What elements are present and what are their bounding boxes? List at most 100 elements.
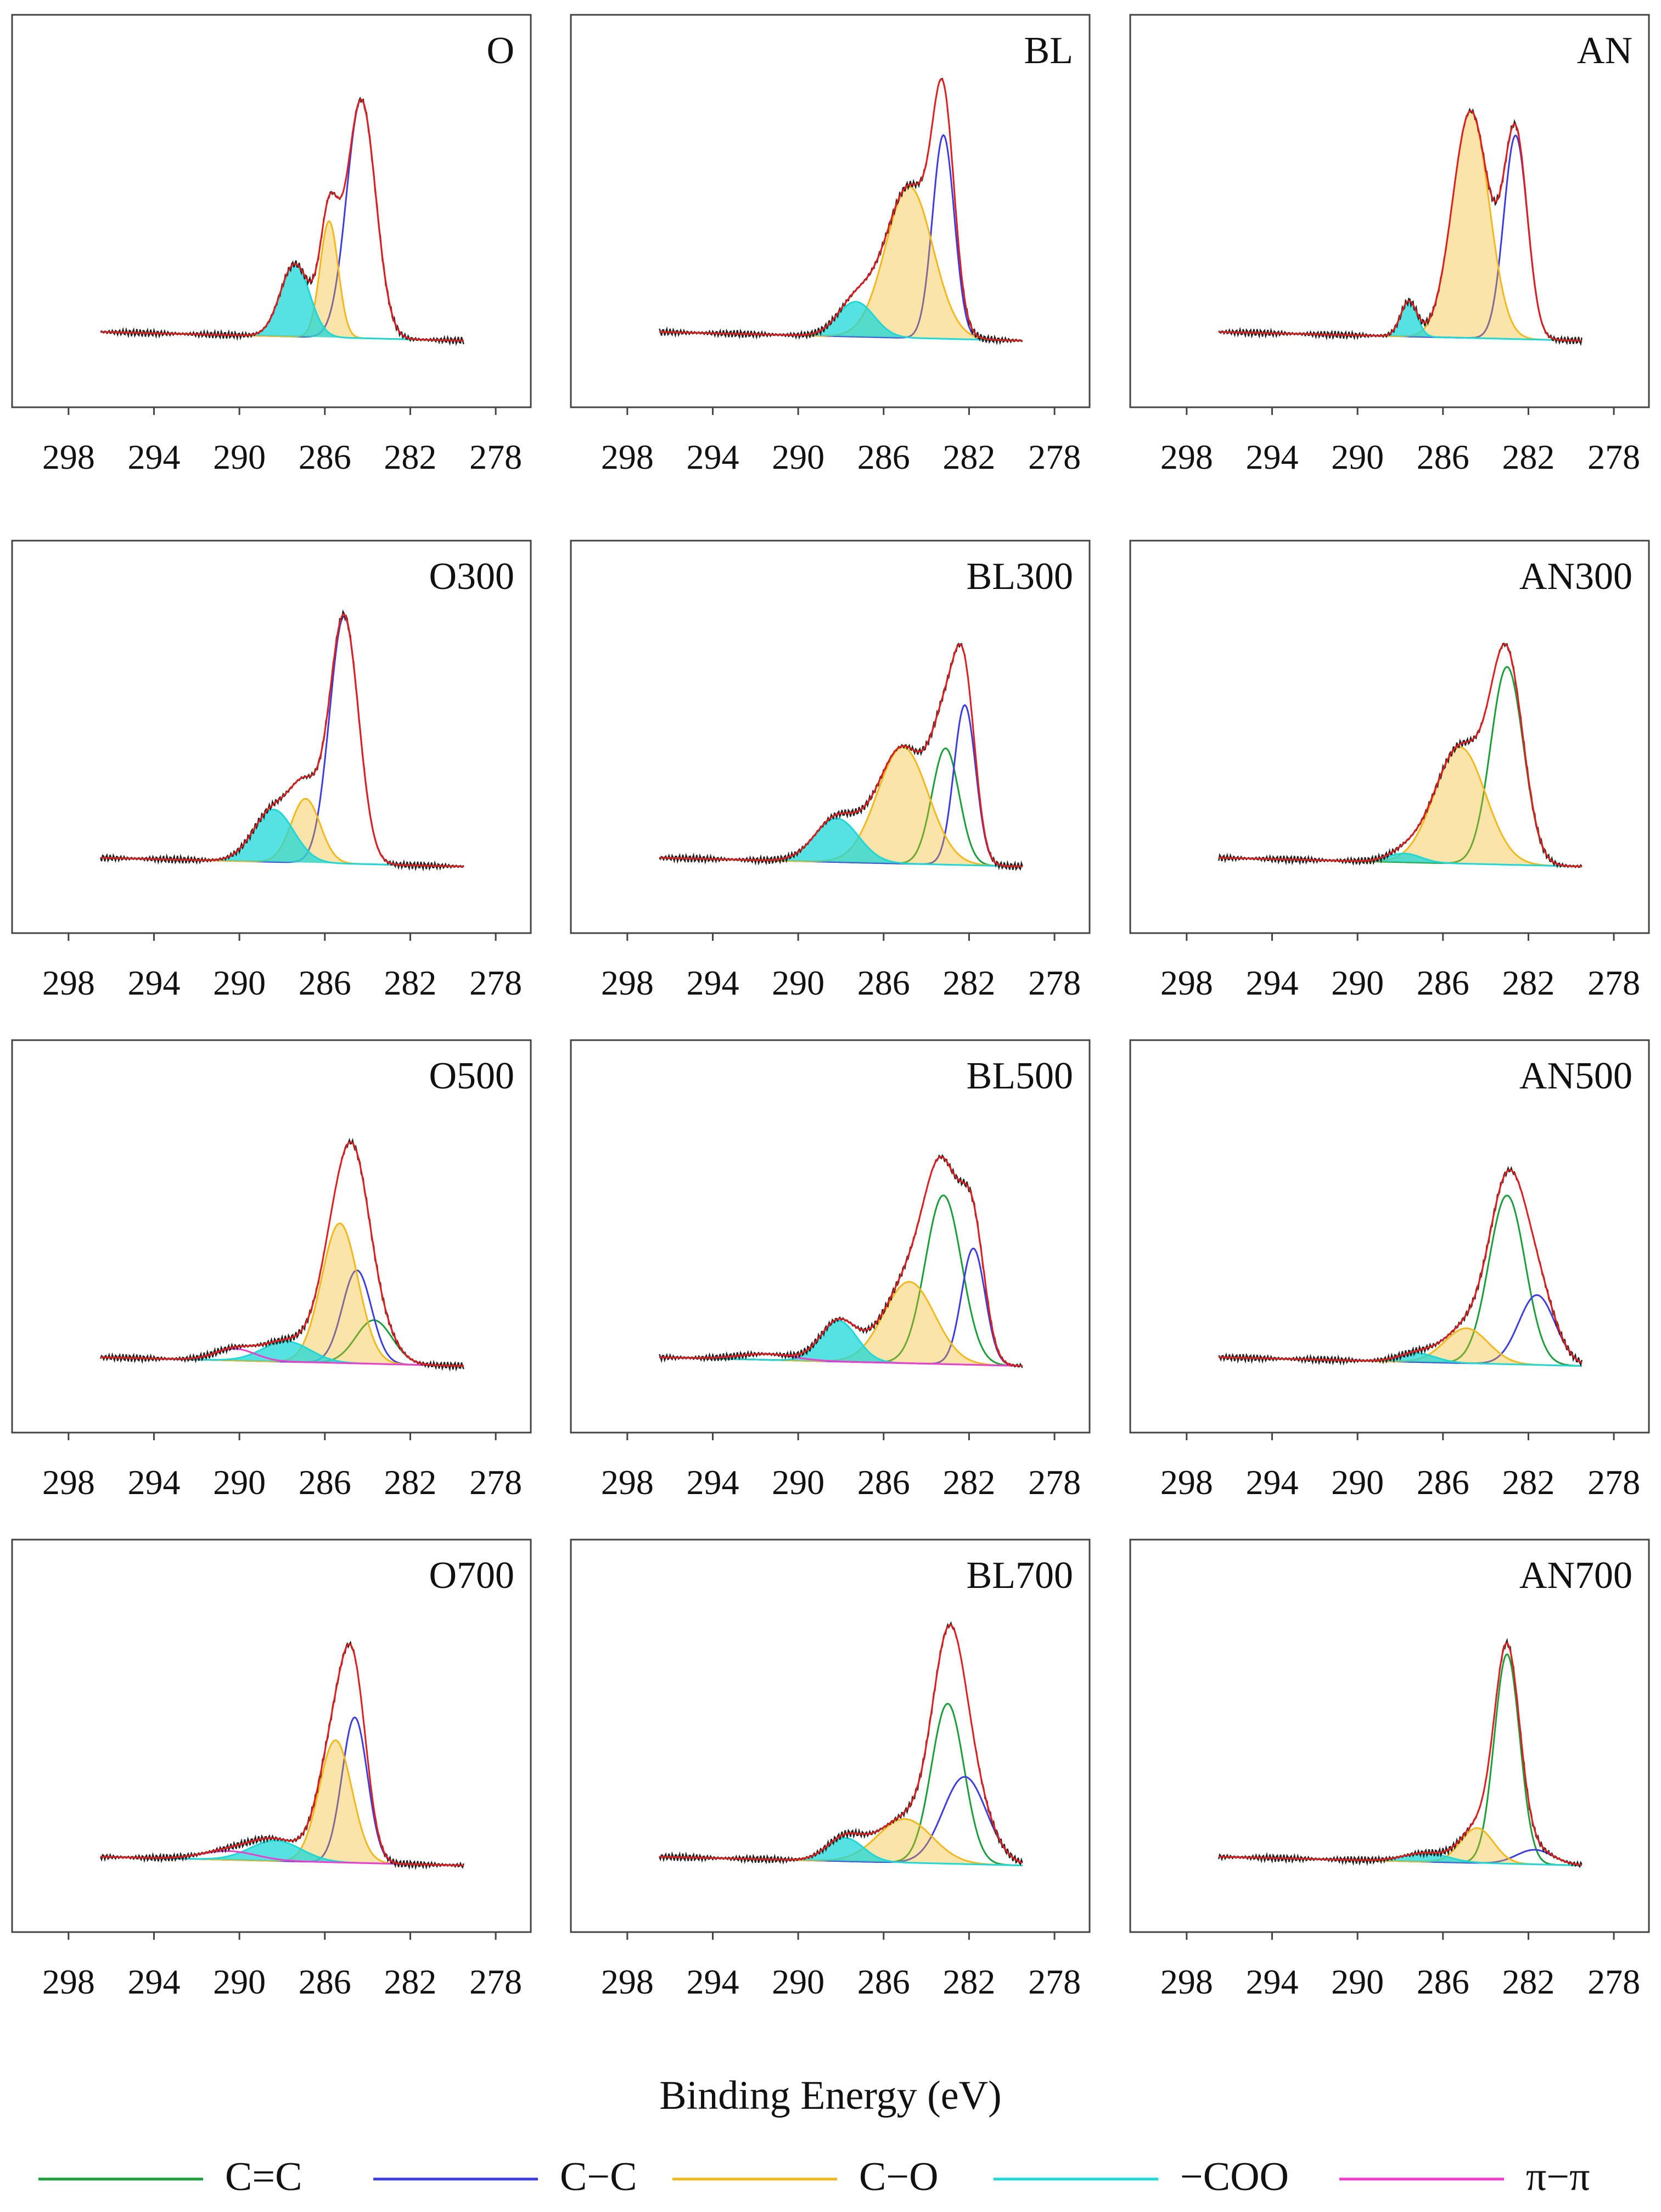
peak-fill--coo [659, 1838, 1023, 1866]
x-tick-label: 286 [1417, 963, 1469, 1002]
fit-envelope-line [1219, 110, 1582, 342]
peak-fill--coo [1219, 301, 1582, 341]
panel-title: O700 [429, 1554, 514, 1597]
x-tick-label: 298 [42, 1463, 95, 1502]
fit-envelope-line [100, 1643, 464, 1867]
peak-fill--coo [1219, 854, 1582, 867]
panel-title: O300 [429, 555, 514, 598]
fit-envelope-line [100, 1141, 464, 1367]
x-tick-label: 286 [857, 1962, 910, 2001]
panel-o: O 298 294 290 286 282 278 [11, 14, 532, 476]
panel-o500: O500 298 294 290 286 282 278 [11, 1039, 532, 1502]
peak-fill-c-o [1219, 1828, 1582, 1866]
x-tick-label: 282 [1502, 437, 1555, 476]
peak-fill--coo [659, 301, 1023, 341]
panel-frame [11, 1539, 532, 1933]
x-tick-label: 286 [1417, 1962, 1469, 2001]
x-tick-label: 286 [299, 963, 351, 1002]
raw-spectrum-line [659, 1154, 1023, 1368]
panel-title: BL500 [967, 1055, 1073, 1097]
fit-envelope-line [659, 643, 1023, 868]
panel-frame [1129, 540, 1650, 934]
peak-fill--coo [100, 809, 464, 867]
x-tick-label: 294 [127, 963, 180, 1002]
panel-frame [1129, 1539, 1650, 1933]
legend-item-c-o: C−O [672, 2154, 939, 2199]
x-tick-label: 286 [857, 437, 910, 476]
x-tick-label: 298 [601, 1463, 654, 1502]
panel-frame [1129, 1039, 1650, 1434]
x-tick-label: 278 [1028, 437, 1081, 476]
peak-fill-c-o [659, 1819, 1023, 1866]
legend: C=C C−C C−O −COO π−π [38, 2154, 1590, 2199]
x-tick-label: 298 [1160, 1463, 1213, 1502]
x-tick-label: 286 [857, 1463, 910, 1502]
peak-fill-c-o [659, 747, 1023, 867]
x-tick-label: 290 [772, 1463, 824, 1502]
peak-fill--coo [100, 1341, 464, 1366]
x-tick-label: 294 [1245, 1962, 1298, 2001]
x-tick-label: 298 [1160, 963, 1213, 1002]
peak-fill-c-o [659, 1282, 1023, 1366]
peak-fill--coo [100, 263, 464, 341]
x-tick-label: 290 [1331, 437, 1384, 476]
x-tick-label: 290 [772, 963, 824, 1002]
x-tick-label: 290 [1331, 1463, 1384, 1502]
panel-title: AN300 [1519, 555, 1632, 598]
x-tick-label: 278 [469, 1962, 522, 2001]
x-tick-label: 290 [213, 1962, 266, 2001]
panel-an500: AN500 298 294 290 286 282 278 [1129, 1039, 1650, 1502]
panel-bl300: BL300 298 294 290 286 282 278 [570, 540, 1091, 1002]
x-tick-label: 278 [469, 437, 522, 476]
fit-envelope-line [659, 1624, 1023, 1864]
fit-envelope-line [1219, 643, 1582, 868]
fit-envelope-line [659, 1156, 1023, 1367]
x-tick-label: 290 [1331, 963, 1384, 1002]
x-tick-label: 282 [942, 437, 995, 476]
panel-frame [11, 1039, 532, 1434]
peak-fill--coo [1219, 1852, 1582, 1866]
x-tick-label: 294 [127, 1463, 180, 1502]
panel-title: AN [1577, 30, 1632, 72]
peak-fill--coo [659, 818, 1023, 867]
legend-label: C=C [225, 2154, 302, 2199]
fit-envelope-line [659, 77, 1023, 342]
x-tick-label: 294 [127, 1962, 180, 2001]
panel-bl: BL 298 294 290 286 282 278 [570, 14, 1091, 476]
peak-fill-c-o [659, 187, 1023, 341]
legend-item--: π−π [1339, 2154, 1590, 2199]
x-tick-label: 298 [42, 1962, 95, 2001]
panel-an700: AN700 298 294 290 286 282 278 [1129, 1539, 1650, 2001]
peak-fill-c-o [1219, 111, 1582, 341]
x-tick-label: 286 [299, 1463, 351, 1502]
x-tick-label: 294 [1245, 1463, 1298, 1502]
panel-title: O [486, 30, 514, 72]
panel-frame [1129, 14, 1650, 408]
x-tick-label: 294 [127, 437, 180, 476]
legend-label: −COO [1180, 2154, 1289, 2199]
x-tick-label: 278 [1587, 1962, 1640, 2001]
legend-label: π−π [1526, 2154, 1590, 2199]
legend-item-c-c: C=C [38, 2154, 302, 2199]
x-tick-label: 294 [686, 1463, 739, 1502]
x-tick-label: 298 [42, 963, 95, 1002]
x-tick-label: 286 [1417, 437, 1469, 476]
panel-an: AN 298 294 290 286 282 278 [1129, 14, 1650, 476]
x-tick-label: 282 [384, 1463, 436, 1502]
panel-frame [570, 14, 1091, 408]
x-tick-label: 290 [1331, 1962, 1384, 2001]
x-tick-label: 286 [1417, 1463, 1469, 1502]
x-tick-label: 278 [1028, 1962, 1081, 2001]
panel-title: BL [1024, 30, 1073, 72]
panel-frame [570, 540, 1091, 934]
x-tick-label: 298 [601, 1962, 654, 2001]
legend-item-c-c: C−C [373, 2154, 637, 2199]
panel-o300: O300 298 294 290 286 282 278 [11, 540, 532, 1002]
x-tick-label: 294 [686, 963, 739, 1002]
x-tick-label: 282 [1502, 963, 1555, 1002]
fit-envelope-line [1219, 1642, 1582, 1866]
x-tick-label: 282 [942, 1962, 995, 2001]
x-tick-label: 278 [469, 1463, 522, 1502]
